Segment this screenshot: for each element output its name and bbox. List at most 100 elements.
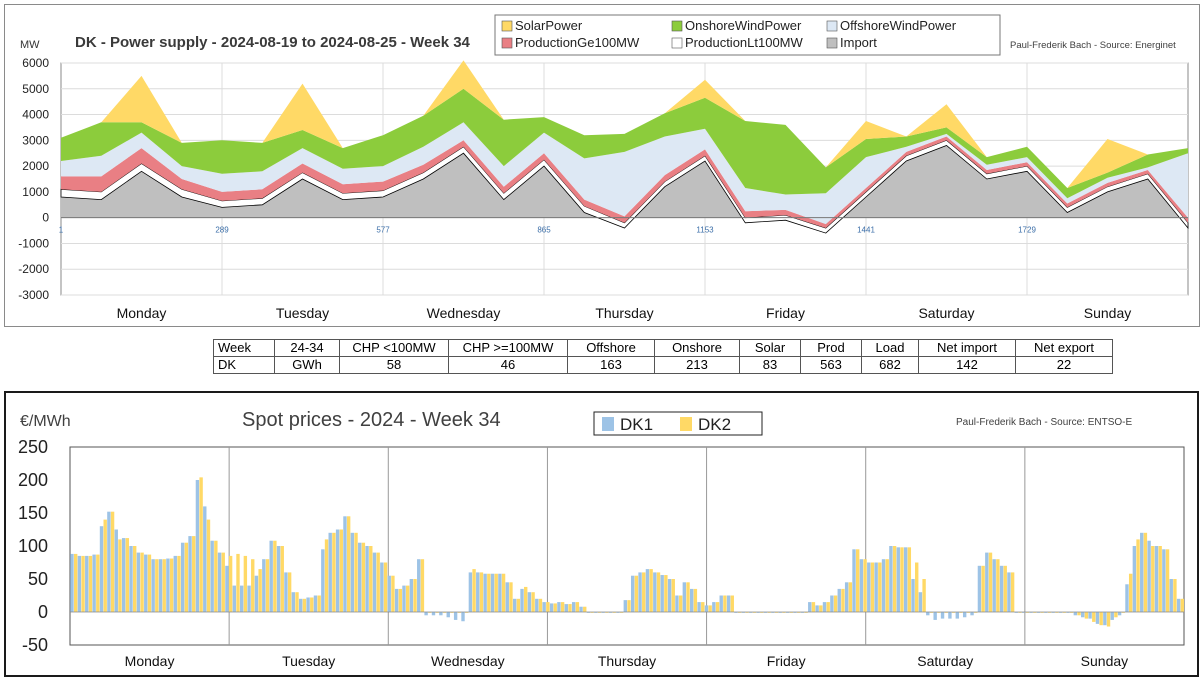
spot-bar-dk1: [1154, 546, 1159, 612]
spot-bar-dk2: [900, 547, 904, 612]
spot-day-label: Thursday: [598, 653, 656, 669]
spot-bar-dk2: [361, 542, 366, 612]
power-y-tick-label: 0: [42, 211, 49, 225]
spot-bar-dk2: [583, 606, 587, 612]
spot-bar-dk1: [483, 573, 487, 612]
spot-bar-dk1: [881, 559, 886, 612]
spot-bar-dk1: [564, 604, 568, 612]
summary-cell: 142: [918, 356, 1016, 374]
spot-bar-dk1: [313, 595, 318, 612]
spot-bar-dk2: [273, 540, 277, 612]
spot-bar-dk2: [73, 553, 78, 612]
spot-bar-dk1: [144, 554, 148, 612]
power-day-label: Monday: [117, 305, 167, 321]
spot-bar-dk1: [992, 559, 996, 612]
spot-bar-dk1: [837, 588, 841, 612]
spot-bar-dk2: [560, 602, 565, 612]
power-day-label: Thursday: [595, 305, 653, 321]
spot-bar-dk2: [1069, 612, 1074, 613]
summary-cell: 682: [861, 356, 919, 374]
spot-bar-dk1: [675, 595, 679, 612]
summary-cell: 58: [339, 356, 449, 374]
spot-day-label: Tuesday: [282, 653, 335, 669]
spot-bar-dk2: [671, 579, 675, 612]
spot-bar-dk2: [516, 598, 521, 612]
spot-bar-dk2: [88, 555, 93, 612]
spot-bar-dk1: [1029, 612, 1033, 613]
spot-bar-dk1: [1132, 546, 1137, 612]
spot-bar-dk1: [734, 612, 738, 613]
spot-bar-dk2: [1018, 612, 1022, 613]
spot-bar-dk2: [841, 588, 845, 612]
spot-bar-dk1: [321, 549, 325, 612]
spot-bar-dk1: [830, 595, 834, 612]
spot-bar-dk1: [291, 592, 296, 612]
spot-bar-dk2: [1084, 612, 1089, 619]
spot-bar-dk2: [465, 612, 469, 613]
spot-bar-dk2: [1033, 612, 1037, 613]
spot-bar-dk2: [1047, 612, 1052, 613]
spot-bar-dk1: [690, 588, 694, 612]
spot-bar-dk1: [394, 588, 399, 612]
spot-bar-dk1: [439, 612, 443, 616]
spot-bar-dk2: [819, 605, 823, 612]
spot-bar-dk2: [354, 532, 358, 612]
summary-cell: CHP <100MW: [339, 339, 449, 357]
spot-legend-label: DK1: [620, 415, 653, 434]
summary-cell: 163: [567, 356, 655, 374]
power-supply-chart: MW DK - Power supply - 2024-08-19 to 202…: [4, 4, 1200, 327]
power-area-solarpower: [61, 60, 1188, 188]
spot-bar-dk1: [940, 612, 945, 619]
summary-cell: 563: [800, 356, 862, 374]
spot-bar-dk2: [590, 612, 594, 613]
spot-bar-dk1: [557, 602, 561, 612]
summary-cell: 213: [654, 356, 740, 374]
spot-legend-swatch: [602, 417, 614, 431]
spot-bar-dk2: [701, 602, 705, 612]
summary-row: DK GWh 58 46 163 213 83 563 682 142 22: [213, 356, 1113, 374]
spot-y-tick-label: 50: [28, 569, 48, 589]
spot-bar-dk2: [737, 612, 742, 613]
spot-bar-dk2: [1136, 539, 1140, 612]
spot-bar-dk2: [892, 546, 897, 612]
spot-bar-dk1: [1147, 540, 1151, 612]
spot-bar-dk1: [1036, 612, 1041, 613]
spot-bar-dk1: [306, 597, 310, 612]
spot-bar-dk2: [782, 612, 786, 613]
power-legend-label: OffshoreWindPower: [840, 18, 957, 33]
spot-bar-dk1: [232, 585, 236, 612]
spot-bar-dk1: [431, 612, 436, 616]
spot-bar-dk2: [147, 554, 152, 612]
spot-bar-dk1: [1014, 612, 1019, 613]
spot-bar-dk1: [402, 585, 406, 612]
spot-bar-dk2: [1121, 612, 1125, 613]
spot-bar-dk1: [520, 588, 524, 612]
spot-bar-dk1: [874, 562, 878, 612]
spot-y-axis-label: €/MWh: [20, 413, 71, 430]
summary-cell: 46: [448, 356, 568, 374]
spot-bar-dk1: [107, 511, 111, 612]
spot-bar-dk1: [1007, 572, 1011, 612]
spot-bar-dk2: [715, 602, 720, 612]
power-y-tick-label: 1000: [22, 185, 49, 199]
spot-bar-dk2: [81, 555, 85, 612]
spot-bar-dk1: [1058, 612, 1063, 613]
spot-bar-dk2: [457, 612, 462, 613]
spot-bar-dk2: [1180, 598, 1184, 612]
summary-table: Week 24-34 CHP <100MW CHP >=100MW Offshore On…: [213, 339, 1113, 374]
spot-legend: DK1 DK2: [593, 411, 763, 436]
summary-row: Week 24-34 CHP <100MW CHP >=100MW Offshore On…: [213, 339, 1113, 357]
spot-bar-dk1: [535, 598, 539, 612]
spot-bar-dk1: [372, 552, 377, 612]
spot-bar-dk2: [177, 555, 181, 612]
spot-bar-dk1: [417, 559, 421, 612]
power-legend-swatch: [501, 20, 513, 32]
spot-bar-dk2: [907, 547, 912, 612]
spot-bar-dk1: [1088, 612, 1092, 619]
spot-day-label: Wednesday: [431, 653, 505, 669]
spot-bar-dk1: [793, 612, 797, 613]
power-chart-source: Paul-Frederik Bach - Source: Energinet: [1010, 40, 1176, 51]
spot-bar-dk1: [195, 480, 200, 612]
spot-bar-dk1: [446, 612, 450, 618]
spot-bar-dk1: [808, 602, 812, 612]
